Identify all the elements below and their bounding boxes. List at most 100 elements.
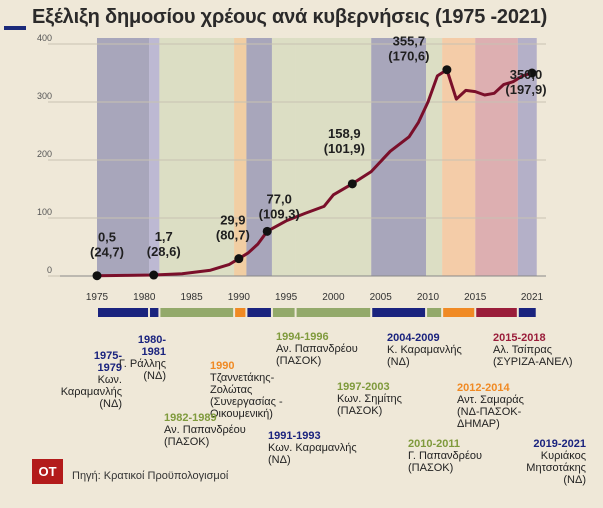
title-accent-bar (4, 26, 26, 30)
government-years: 1975- 1979 (93, 350, 122, 374)
government-annotation-10: 2015-2018 Αλ. Τσίπρας (ΣΥΡΙΖΑ-ΑΝΕΛ) (493, 332, 573, 368)
period-strip-9 (443, 308, 475, 317)
government-years: 1991-1993 (268, 430, 321, 442)
government-years: 2019-2021 (533, 438, 586, 450)
government-years: 2010-2011 (408, 438, 460, 450)
government-name: Κων. Καραμανλής (ΝΔ) (268, 442, 357, 466)
period-strip-4 (247, 308, 271, 317)
period-band-6 (295, 38, 372, 276)
data-label-2: 29,9 (220, 213, 245, 228)
debt-line (96, 68, 533, 278)
government-name: Κων. Σημίτης (ΠΑΣΟΚ) (337, 393, 402, 417)
period-strip-0 (98, 308, 149, 317)
government-years: 2012-2014 (457, 382, 510, 394)
x-tick-label-0: 1975 (86, 292, 109, 303)
y-tick-label-0: 0 (47, 265, 52, 275)
period-strip-10 (476, 308, 517, 317)
x-tick-label-9: 2021 (521, 292, 544, 303)
y-tick-label-3: 300 (37, 91, 52, 101)
data-label-5: 355,7 (393, 34, 426, 49)
data-label-1: 1,7 (155, 229, 173, 244)
government-annotation-5: 1994-1996 Αν. Παπανδρέου (ΠΑΣΟΚ) (276, 331, 358, 367)
government-annotation-9: 2012-2014 Αντ. Σαμαράς (ΝΔ-ΠΑΣΟΚ- ΔΗΜΑΡ) (457, 382, 524, 430)
data-point-4 (347, 179, 357, 189)
government-name: Αλ. Τσίπρας (ΣΥΡΙΖΑ-ΑΝΕΛ) (493, 344, 573, 368)
x-tick-label-4: 1995 (275, 292, 298, 303)
government-annotation-6: 1997-2003 Κων. Σημίτης (ΠΑΣΟΚ) (337, 381, 402, 417)
period-band-0 (97, 38, 150, 276)
data-sublabel-5: (170,6) (388, 49, 429, 64)
government-annotation-4: 1991-1993 Κων. Καραμανλής (ΝΔ) (268, 430, 357, 466)
data-label-3: 77,0 (267, 191, 292, 206)
government-years: 1990 (210, 360, 235, 372)
data-point-0 (92, 271, 102, 281)
x-tick-label-1: 1980 (133, 292, 156, 303)
data-point-1 (149, 270, 159, 280)
x-tick-label-6: 2005 (370, 292, 393, 303)
government-annotation-3: 1982-1989 Αν. Παπανδρέου (ΠΑΣΟΚ) (164, 412, 246, 448)
x-tick-label-5: 2000 (322, 292, 345, 303)
y-tick-label-1: 100 (37, 207, 52, 217)
source-note: Πηγή: Κρατικοί Προϋπολογισμοί (72, 470, 229, 482)
period-strip-11 (518, 308, 536, 317)
period-band-7 (371, 38, 427, 276)
data-sublabel-6: (197,9) (505, 82, 546, 97)
y-tick-label-4: 400 (37, 33, 52, 43)
data-sublabel-3: (109,3) (259, 206, 300, 221)
data-sublabel-4: (101,9) (324, 141, 365, 156)
government-name: Γ. Παπανδρέου (ΠΑΣΟΚ) (408, 450, 482, 474)
data-point-6 (527, 68, 537, 78)
data-point-3 (262, 226, 272, 236)
x-tick-label-8: 2015 (464, 292, 487, 303)
x-tick-label-3: 1990 (228, 292, 251, 303)
period-band-10 (475, 38, 518, 276)
x-tick-label-7: 2010 (417, 292, 440, 303)
period-band-5 (271, 38, 296, 276)
government-name: Αντ. Σαμαράς (ΝΔ-ΠΑΣΟΚ- ΔΗΜΑΡ) (457, 394, 524, 430)
government-years: 1980- 1981 (137, 334, 166, 358)
government-years: 1994-1996 (276, 331, 329, 343)
period-band-2 (159, 38, 235, 276)
period-strip-1 (150, 308, 159, 317)
government-annotation-1: 1980- 1981 Γ. Ράλλης (ΝΔ) (119, 334, 166, 382)
government-annotation-11: 2019-2021 Κυριάκος Μητσοτάκης (ΝΔ) (526, 438, 586, 486)
government-name: Κ. Καραμανλής (ΝΔ) (387, 344, 462, 368)
period-band-11 (517, 38, 537, 276)
government-name: Γ. Ράλλης (ΝΔ) (118, 358, 166, 382)
period-strip-7 (372, 308, 426, 317)
period-band-1 (149, 38, 160, 276)
government-annotation-8: 2010-2011 Γ. Παπανδρέου (ΠΑΣΟΚ) (408, 438, 482, 474)
government-annotation-7: 2004-2009 Κ. Καραμανλής (ΝΔ) (387, 332, 462, 368)
data-label-4: 158,9 (328, 126, 361, 141)
data-sublabel-1: (28,6) (147, 244, 181, 259)
data-label-6: 350,0 (510, 67, 543, 82)
data-point-5 (442, 65, 452, 75)
data-sublabel-2: (80,7) (216, 228, 250, 243)
period-strip-5 (272, 308, 295, 317)
government-name: Αν. Παπανδρέου (ΠΑΣΟΚ) (164, 424, 246, 448)
chart-title: Εξέλιξη δημοσίου χρέους ανά κυβερνήσεις … (32, 6, 548, 28)
period-band-3 (234, 38, 247, 276)
period-band-4 (246, 38, 272, 276)
data-point-2 (234, 254, 244, 264)
period-strip-6 (296, 308, 371, 317)
x-tick-label-2: 1985 (180, 292, 203, 303)
government-annotation-2: 1990 Τζαννετάκης- Ζολώτας (Συνεργασίας - … (210, 360, 283, 420)
data-sublabel-0: (24,7) (90, 245, 124, 260)
period-band-9 (442, 38, 476, 276)
government-years: 1997-2003 (337, 381, 390, 393)
ot-logo: OT (32, 459, 63, 484)
government-name: Αν. Παπανδρέου (ΠΑΣΟΚ) (276, 343, 358, 367)
y-tick-label-2: 200 (37, 149, 52, 159)
government-years: 1982-1989 (164, 412, 217, 424)
government-years: 2015-2018 (493, 332, 546, 344)
period-strip-2 (160, 308, 234, 317)
government-name: Κυριάκος Μητσοτάκης (ΝΔ) (526, 450, 586, 486)
government-annotation-0: 1975- 1979 Κων. Καραμανλής (ΝΔ) (61, 350, 122, 410)
government-name: Τζαννετάκης- Ζολώτας (Συνεργασίας - Οικο… (210, 372, 283, 420)
government-name: Κων. Καραμανλής (ΝΔ) (60, 374, 122, 410)
government-years: 2004-2009 (387, 332, 440, 344)
period-strip-8 (427, 308, 442, 317)
data-label-0: 0,5 (98, 230, 116, 245)
